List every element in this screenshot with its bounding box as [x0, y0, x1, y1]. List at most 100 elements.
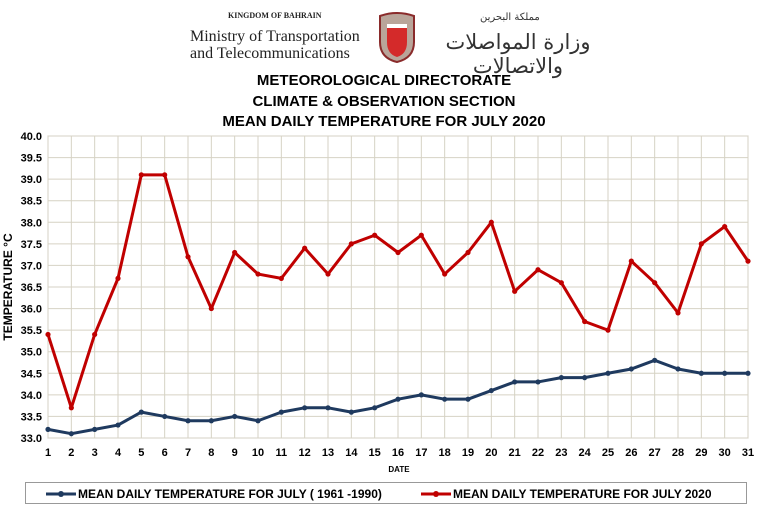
x-tick-label: 23 — [555, 447, 567, 459]
x-tick-label: 9 — [232, 447, 238, 459]
arabic-ministry: وزارة المواصلات والاتصالات — [445, 30, 591, 78]
data-point — [208, 418, 214, 424]
data-point — [652, 357, 658, 363]
data-point — [162, 413, 168, 420]
x-tick-label: 20 — [485, 447, 497, 459]
x-tick-label: 30 — [719, 447, 731, 459]
y-tick-label: 34.0 — [21, 390, 42, 402]
data-point — [115, 275, 121, 281]
y-tick-label: 39.5 — [21, 153, 42, 165]
title-line-1: METEOROLOGICAL DIRECTORATE — [256, 72, 512, 89]
data-point — [45, 426, 51, 432]
data-point — [348, 241, 354, 247]
data-point — [395, 249, 401, 256]
data-point — [535, 379, 541, 385]
data-point — [208, 305, 214, 312]
data-point — [675, 366, 681, 372]
data-point — [255, 271, 261, 277]
x-tick-label: 15 — [369, 447, 381, 459]
data-point — [255, 418, 261, 424]
data-point — [325, 405, 331, 411]
data-point — [92, 331, 98, 338]
ministry-line1: Ministry of Transportation — [190, 28, 360, 45]
x-tick-label: 4 — [115, 447, 122, 459]
data-point — [325, 271, 331, 277]
y-tick-label: 38.0 — [21, 217, 42, 229]
y-tick-label: 33.5 — [21, 411, 42, 423]
data-point — [418, 392, 424, 398]
data-point — [722, 370, 728, 376]
x-tick-label: 12 — [299, 447, 311, 459]
data-point — [512, 288, 518, 294]
data-point — [582, 318, 588, 325]
x-tick-label: 19 — [462, 447, 474, 459]
x-tick-label: 25 — [602, 447, 614, 459]
title-line-3: MEAN DAILY TEMPERATURE FOR JULY 2020 — [222, 113, 546, 130]
data-point — [372, 405, 378, 411]
legend-label: MEAN DAILY TEMPERATURE FOR JULY 2020 — [453, 487, 712, 501]
data-point — [675, 310, 681, 316]
data-point — [558, 375, 564, 381]
legend: MEAN DAILY TEMPERATURE FOR JULY ( 1961 -… — [25, 482, 747, 504]
data-point — [535, 267, 541, 273]
data-point — [68, 405, 74, 411]
data-point — [605, 370, 611, 376]
y-tick-label: 36.5 — [21, 282, 42, 294]
data-point — [162, 172, 168, 178]
x-tick-label: 14 — [345, 447, 358, 459]
x-axis-title: DATE — [388, 465, 410, 474]
data-point — [138, 172, 144, 178]
data-point — [488, 219, 494, 225]
x-tick-label: 10 — [252, 447, 264, 459]
arabic-kingdom: مملكة البحرين — [480, 12, 540, 23]
y-tick-label: 38.5 — [21, 196, 42, 208]
x-tick-label: 17 — [415, 447, 427, 459]
data-point — [465, 249, 471, 256]
y-tick-label: 37.0 — [21, 260, 42, 272]
x-tick-label: 24 — [579, 447, 592, 459]
ministry-line2: and Telecommunications — [190, 45, 350, 62]
x-tick-label: 29 — [695, 447, 707, 459]
x-tick-label: 2 — [68, 447, 74, 459]
x-tick-label: 18 — [439, 447, 451, 459]
x-tick-label: 8 — [208, 447, 214, 459]
data-point — [115, 422, 121, 428]
data-point — [745, 370, 751, 376]
data-point — [232, 249, 238, 256]
coat-of-arms-icon — [379, 12, 415, 64]
data-point — [722, 224, 728, 230]
y-tick-label: 36.0 — [21, 304, 42, 316]
data-point — [442, 396, 448, 402]
x-tick-label: 13 — [322, 447, 334, 459]
x-tick-label: 21 — [509, 447, 521, 459]
legend-item-2020: MEAN DAILY TEMPERATURE FOR JULY 2020 — [421, 487, 712, 501]
x-tick-label: 26 — [625, 447, 637, 459]
data-point — [302, 405, 308, 411]
x-tick-label: 6 — [162, 447, 168, 459]
x-tick-label: 22 — [532, 447, 544, 459]
data-point — [745, 258, 751, 264]
legend-line-marker-red — [421, 491, 451, 497]
y-tick-label: 35.0 — [21, 347, 42, 359]
x-tick-label: 27 — [649, 447, 661, 459]
y-tick-label: 33.0 — [21, 433, 42, 445]
data-point — [68, 431, 74, 437]
data-point — [442, 271, 448, 277]
data-point — [698, 370, 704, 376]
data-point — [628, 366, 634, 372]
data-point — [465, 396, 471, 402]
data-point — [302, 245, 308, 251]
data-point — [278, 409, 284, 415]
y-tick-label: 37.5 — [21, 239, 42, 251]
x-tick-label: 16 — [392, 447, 404, 459]
data-point — [628, 258, 634, 264]
data-point — [138, 409, 144, 415]
x-tick-label: 7 — [185, 447, 191, 459]
data-point — [512, 379, 518, 385]
y-axis-title: TEMPERATURE °C — [1, 233, 15, 341]
data-point — [278, 275, 284, 281]
legend-label: MEAN DAILY TEMPERATURE FOR JULY ( 1961 -… — [78, 487, 382, 501]
x-tick-label: 31 — [742, 447, 754, 459]
data-point — [418, 232, 424, 238]
